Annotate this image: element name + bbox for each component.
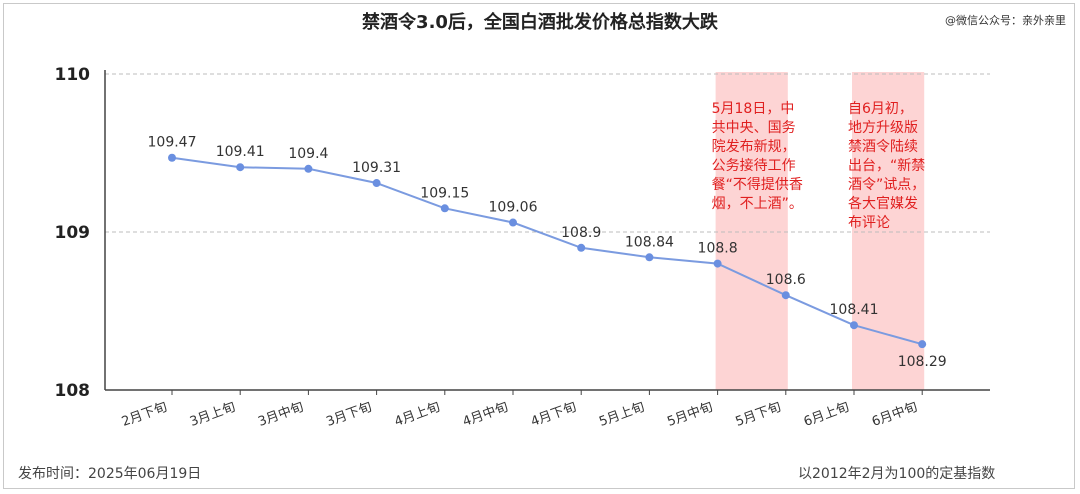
- data-label: 108.6: [766, 272, 806, 288]
- x-tick-label: 4月上旬: [393, 400, 443, 430]
- data-label: 109.47: [148, 135, 197, 151]
- annotation-text: 烟，不上酒”。: [712, 196, 803, 212]
- annotation-text: 共中央、国务: [712, 120, 796, 136]
- annotation-text: 酒令”试点，: [848, 177, 925, 193]
- data-point: [236, 163, 245, 172]
- data-point: [509, 218, 517, 227]
- data-point: [713, 259, 722, 268]
- data-point: [577, 243, 586, 252]
- x-tick-label: 5月上旬: [597, 400, 647, 430]
- annotation-text: 餐“不得提供香: [712, 176, 803, 193]
- chart-frame: [3, 3, 1075, 489]
- data-label: 108.84: [625, 234, 674, 250]
- x-tick-label: 2月下旬: [120, 400, 170, 430]
- data-point: [850, 321, 858, 330]
- x-tick-label: 3月中旬: [256, 400, 306, 430]
- data-point: [304, 164, 313, 173]
- highlight-band: [852, 72, 925, 390]
- annotation-text: 院发布新规，: [712, 139, 796, 155]
- y-tick-label: 110: [55, 65, 91, 85]
- data-label: 109.4: [288, 146, 328, 162]
- x-tick-label: 5月中旬: [665, 400, 715, 430]
- data-label: 108.9: [561, 225, 601, 241]
- data-point: [440, 204, 449, 213]
- x-tick-label: 6月中旬: [870, 400, 920, 430]
- highlight-band: [715, 72, 788, 390]
- annotation-text: 自6月初，: [848, 100, 913, 117]
- index-note: 以2012年2月为100的定基指数: [798, 466, 996, 482]
- x-tick-label: 5月下旬: [734, 400, 784, 430]
- data-label: 108.29: [898, 354, 947, 370]
- x-tick-label: 4月下旬: [529, 400, 579, 430]
- x-tick-label: 3月下旬: [324, 400, 374, 430]
- data-label: 109.41: [216, 144, 265, 160]
- annotation-text: 地方升级版: [848, 120, 918, 136]
- data-point: [372, 179, 381, 188]
- y-tick-label: 108: [55, 381, 91, 401]
- x-tick-label: 4月中旬: [461, 400, 511, 430]
- data-point: [645, 253, 654, 262]
- annotation-text: 布评论: [848, 215, 890, 231]
- data-label: 108.41: [830, 302, 879, 318]
- annotation-text: 5月18日，中: [712, 101, 795, 117]
- annotation-text: 禁酒令陆续: [848, 138, 918, 155]
- data-point: [918, 340, 927, 349]
- data-label: 109.31: [352, 160, 401, 176]
- annotation-text: 出台，“新禁: [848, 158, 925, 174]
- data-point: [168, 153, 176, 162]
- data-point: [781, 291, 790, 300]
- chart-title: 禁酒令3.0后，全国白酒批发价格总指数大跌: [362, 12, 718, 33]
- x-tick-label: 6月上旬: [802, 400, 852, 430]
- publish-date: 发布时间：2025年06月19日: [18, 466, 202, 482]
- y-tick-label: 109: [55, 223, 91, 243]
- annotation-text: 公务接待工作: [712, 157, 796, 174]
- data-label: 108.8: [698, 241, 738, 257]
- series-line: [171, 156, 923, 346]
- data-label: 109.15: [420, 185, 469, 201]
- source-credit: @微信公众号：亲外亲里: [945, 14, 1066, 27]
- annotation-text: 各大官媒发: [848, 196, 918, 212]
- x-tick-label: 3月上旬: [188, 400, 238, 430]
- data-label: 109.06: [489, 200, 538, 216]
